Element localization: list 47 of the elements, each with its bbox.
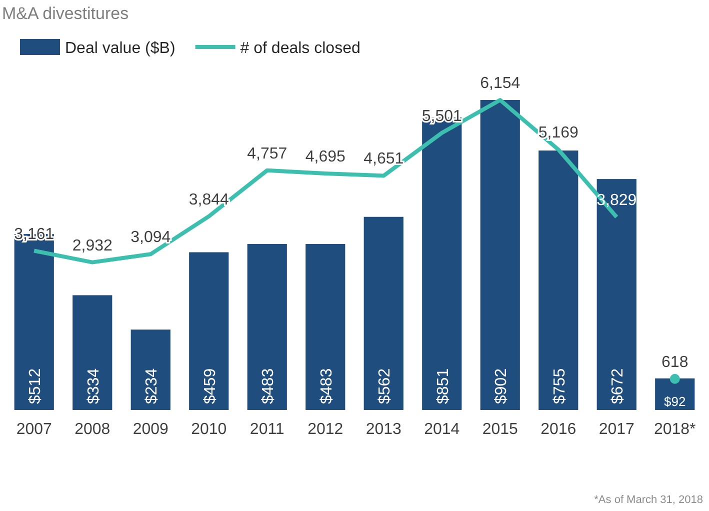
bar: [364, 216, 404, 410]
x-tick-label: 2017: [598, 421, 635, 438]
data-label: 3,094: [130, 229, 171, 246]
bar: [247, 244, 287, 410]
data-label: $483: [318, 368, 336, 404]
legend-label: # of deals closed: [240, 40, 360, 57]
x-tick-label: 2009: [132, 421, 169, 438]
bar: [596, 179, 636, 410]
x-tick-label: 2013: [366, 421, 402, 438]
x-tick-label: 2010: [191, 421, 227, 438]
data-label: 4,651: [364, 150, 404, 168]
x-tick-label: 2014: [424, 421, 460, 438]
x-tick-label: 2011: [250, 421, 284, 438]
bar: [72, 295, 112, 410]
bar: [130, 330, 170, 410]
data-label: 3,844: [188, 191, 229, 208]
chart-title: M&A divestitures: [2, 4, 129, 23]
data-label: $483: [260, 368, 278, 404]
data-label: $512: [27, 368, 44, 404]
data-label: 2,932: [72, 237, 112, 254]
legend-label: Deal value ($B): [65, 40, 176, 57]
data-label: $672: [610, 368, 627, 404]
x-tick-label: 2016: [540, 421, 576, 438]
text: *As of March 31, 2018: [594, 494, 703, 506]
bar: [480, 100, 520, 410]
data-label: $755: [551, 368, 568, 404]
data-label: $902: [493, 368, 510, 404]
data-label: 5,169: [538, 124, 578, 142]
x-tick-label: 2018*: [654, 421, 696, 438]
data-label: $562: [376, 368, 394, 404]
data-label: 4,757: [247, 145, 288, 162]
data-label: $334: [85, 368, 102, 404]
data-label: 3,829: [596, 192, 637, 210]
data-label: 6,154: [480, 75, 520, 92]
data-label: 618: [662, 354, 688, 371]
bar: [306, 244, 346, 410]
x-tick-label: 2007: [16, 421, 52, 438]
x-tick-label: 2008: [74, 421, 110, 438]
x-tick-label: 2012: [308, 421, 344, 438]
data-label: $459: [202, 368, 219, 404]
data-label: 4,695: [305, 148, 346, 166]
data-label: $92: [664, 394, 686, 409]
bar: [538, 150, 578, 410]
data-label: $851: [434, 368, 452, 404]
x-tick-label: 2015: [482, 421, 518, 438]
bar: [189, 252, 229, 410]
data-label: $234: [144, 368, 161, 404]
